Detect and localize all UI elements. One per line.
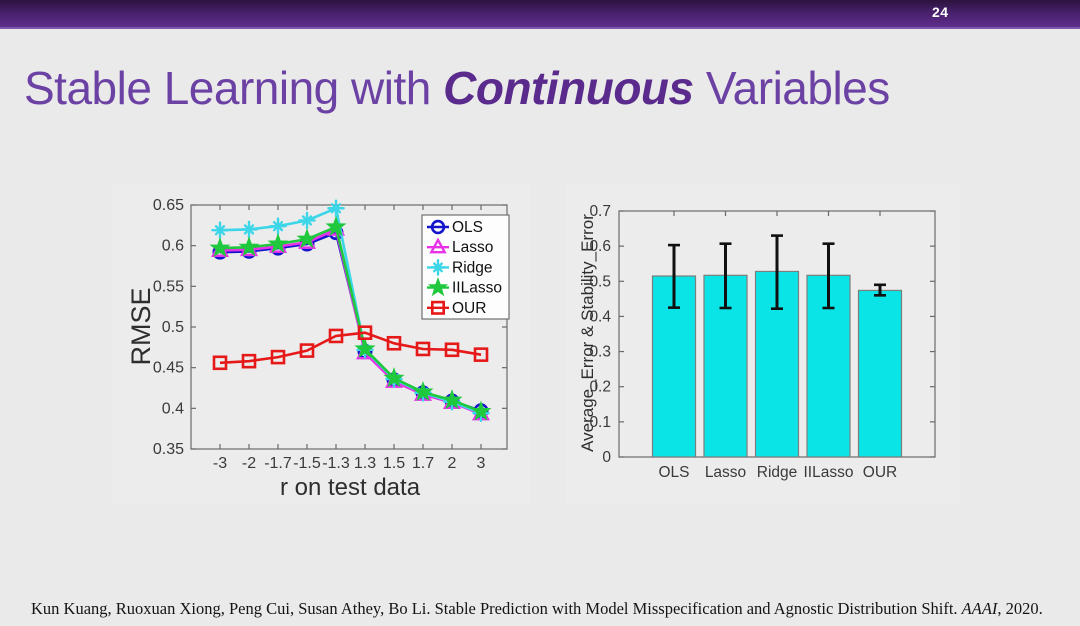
- citation-authors-title: Kun Kuang, Ruoxuan Xiong, Peng Cui, Susa…: [31, 599, 962, 618]
- error-bar-chart: 0 0.1 0.2 0.3 0.4 0.5 0.6 0.7 OLS Lasso Ridge IILas…: [589, 203, 936, 481]
- y-tick-label: 0.3: [589, 344, 611, 361]
- marker-star: [238, 236, 260, 257]
- y-tick-label: 0: [602, 449, 611, 466]
- x-category-label: OLS: [658, 464, 689, 481]
- marker-star: [267, 232, 289, 254]
- citation-year: , 2020.: [997, 599, 1043, 618]
- page-number: 24: [932, 4, 949, 20]
- x-category-label: Lasso: [705, 464, 746, 481]
- marker-star: [296, 228, 318, 249]
- y-tick-label: 0.45: [153, 360, 184, 377]
- y-tick-label: 0.5: [589, 273, 611, 290]
- x-tick-label: 2: [448, 455, 457, 472]
- marker-triangle: [429, 237, 447, 254]
- x-tick-label: -1.5: [293, 455, 321, 472]
- y-tick-label: 0.4: [589, 308, 611, 325]
- y-tick-label: 0.2: [589, 379, 611, 396]
- title-emphasis: Continuous: [443, 62, 694, 114]
- marker-asterisk: [429, 258, 447, 276]
- marker-square: [241, 353, 257, 369]
- bar-our: [857, 289, 903, 458]
- asterisk-spoke: [272, 220, 284, 232]
- marker-square: [386, 335, 402, 351]
- marker-asterisk: [269, 217, 287, 235]
- marker-star: [441, 389, 463, 410]
- marker-star: [354, 337, 376, 358]
- citation-venue: AAAI: [961, 599, 998, 618]
- asterisk-spoke: [433, 262, 443, 273]
- x-tick-label: 1.3: [354, 455, 376, 472]
- error-y-axis-label: Average_Error & Stability_Error: [578, 214, 597, 452]
- marker-star: [427, 277, 449, 297]
- asterisk-spoke: [301, 215, 313, 226]
- marker-square: [430, 300, 445, 315]
- marker-asterisk: [327, 199, 345, 218]
- r-x-axis-label: r on test data: [279, 474, 421, 501]
- legend-label-our: OUR: [452, 300, 486, 317]
- x-tick-label: -1.7: [264, 455, 292, 472]
- marker-square: [270, 349, 286, 365]
- title-prefix: Stable Learning with: [24, 62, 444, 114]
- marker-square: [357, 325, 373, 340]
- x-category-label: IILasso: [804, 464, 854, 481]
- x-tick-label: 3: [477, 455, 486, 472]
- marker-star: [209, 237, 231, 258]
- x-tick-label: 1.7: [412, 455, 434, 472]
- marker-square: [415, 341, 431, 357]
- marker-star: [325, 215, 347, 236]
- y-tick-label: 0.5: [162, 319, 184, 336]
- x-tick-label: 1.5: [383, 455, 405, 472]
- x-category-label: Ridge: [757, 464, 798, 481]
- asterisk-spoke: [330, 203, 342, 214]
- marker-asterisk: [240, 220, 258, 239]
- legend-label-ridge: Ridge: [452, 259, 493, 276]
- rmse-line-chart: 0.35 0.4 0.45 0.5 0.55 0.6 0.65 -3 -2 -1.7 -1.5 -1.…: [153, 197, 510, 472]
- marker-asterisk: [211, 221, 229, 240]
- x-tick-label: -1.3: [322, 455, 350, 472]
- marker-square: [299, 343, 315, 358]
- marker-asterisk: [298, 211, 316, 230]
- y-tick-label: 0.7: [589, 203, 611, 220]
- series-line-our: [219, 331, 482, 365]
- y-tick-label: 0.55: [153, 278, 184, 295]
- marker-square: [444, 342, 460, 358]
- slide-title: Stable Learning with Continuous Variable…: [24, 62, 1044, 115]
- marker-star: [470, 400, 492, 421]
- legend-label-lasso: Lasso: [452, 239, 493, 256]
- x-tick-label: -2: [242, 455, 256, 472]
- marker-square: [212, 355, 228, 371]
- legend-label-ols: OLS: [452, 219, 483, 236]
- error-bar-figure: 0 0.1 0.2 0.3 0.4 0.5 0.6 0.7 OLS Lasso Ridge IILas…: [565, 183, 960, 505]
- rmse-line-figure: 0.35 0.4 0.45 0.5 0.55 0.6 0.65 -3 -2 -1.7 -1.5 -1.…: [112, 183, 530, 505]
- y-tick-label: 0.6: [162, 238, 184, 255]
- asterisk-spoke: [214, 225, 226, 236]
- y-tick-label: 0.65: [153, 197, 184, 214]
- marker-square: [328, 328, 344, 344]
- y-tick-label: 0.1: [589, 414, 611, 431]
- marker-circle: [430, 219, 446, 235]
- x-tick-label: -3: [213, 455, 227, 472]
- citation: Kun Kuang, Ruoxuan Xiong, Peng Cui, Susa…: [31, 599, 1066, 619]
- asterisk-spoke: [243, 224, 255, 235]
- y-tick-label: 0.35: [153, 441, 184, 458]
- x-category-label: OUR: [863, 464, 897, 481]
- series-line-iilasso: [219, 225, 482, 413]
- y-tick-label: 0.4: [162, 400, 184, 417]
- title-suffix: Variables: [693, 62, 890, 114]
- legend-label-iilasso: IILasso: [452, 280, 502, 297]
- marker-star: [383, 367, 405, 388]
- marker-square: [473, 347, 489, 362]
- y-tick-label: 0.6: [589, 238, 611, 255]
- header-bar: [0, 0, 1080, 29]
- marker-star: [412, 381, 434, 401]
- rmse-y-axis-label: RMSE: [126, 287, 156, 366]
